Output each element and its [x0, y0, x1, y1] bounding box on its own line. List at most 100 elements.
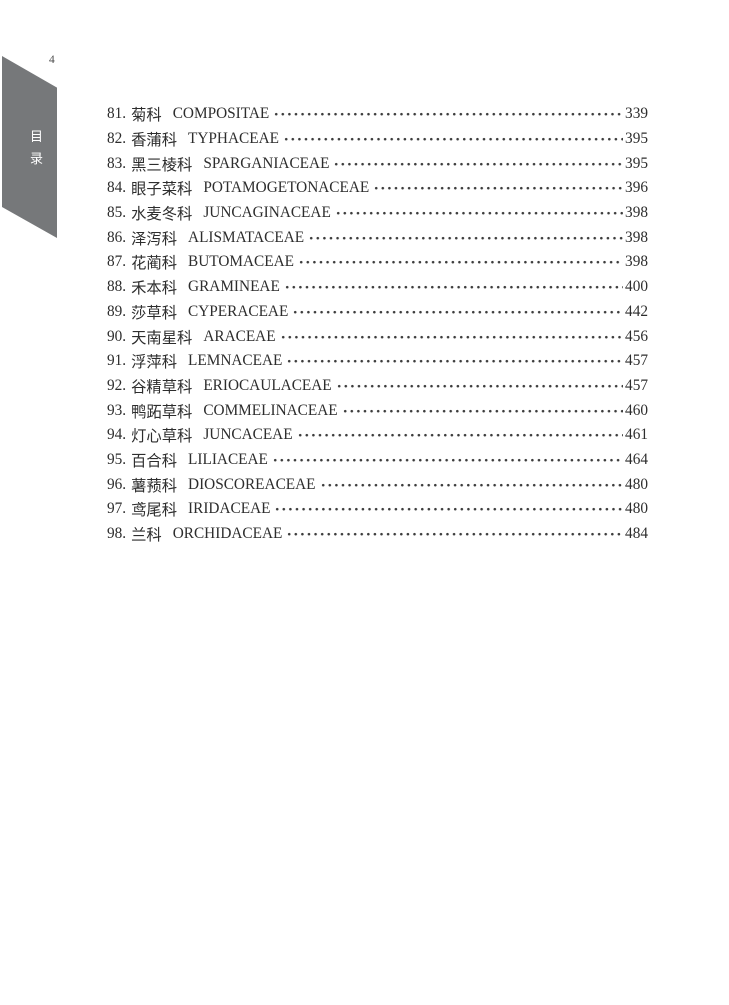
toc-entry: 83. 黑三棱科 SPARGANIACEAE 395: [107, 151, 648, 176]
entry-page-number: 395: [625, 130, 648, 148]
entry-page-number: 395: [625, 154, 648, 172]
dot-leader: [298, 260, 624, 266]
entry-page-number: 480: [625, 500, 648, 518]
entry-number: 81.: [107, 105, 127, 123]
entry-name-chinese: 菊科: [131, 107, 162, 125]
entry-name-latin: COMMELINACEAE: [203, 401, 338, 419]
toc-entry: 87. 花蔺科 BUTOMACEAE 398: [107, 250, 648, 275]
entry-name-latin: GRAMINEAE: [188, 278, 280, 296]
entry-number: 96.: [107, 475, 127, 493]
dot-leader: [293, 309, 624, 315]
dot-leader: [284, 285, 624, 291]
dot-leader: [342, 408, 624, 414]
entry-page-number: 460: [625, 401, 648, 419]
dot-leader: [280, 334, 624, 340]
entry-page-number: 339: [625, 105, 648, 123]
entry-page-number: 484: [625, 525, 648, 543]
entry-name-latin: TYPHACEAE: [188, 130, 279, 148]
dot-leader: [320, 482, 624, 488]
entry-number: 91.: [107, 352, 127, 370]
toc-entry: 92. 谷精草科 ERIOCAULACEAE 457: [107, 374, 648, 399]
entry-name-latin: JUNCACEAE: [203, 426, 293, 444]
toc-list: 81. 菊科 COMPOSITAE 339 82. 香蒲科 TYPHACEAE …: [107, 102, 648, 546]
entry-page-number: 400: [625, 278, 648, 296]
entry-name-latin: SPARGANIACEAE: [203, 154, 330, 172]
entry-name-latin: CYPERACEAE: [188, 302, 289, 320]
entry-name-chinese: 禾本科: [131, 280, 178, 298]
entry-number: 97.: [107, 500, 127, 518]
toc-entry: 84. 眼子菜科 POTAMOGETONACEAE 396: [107, 176, 648, 201]
toc-entry: 85. 水麦冬科 JUNCAGINACEAE 398: [107, 201, 648, 226]
entry-name-chinese: 百合科: [131, 452, 178, 470]
entry-name-chinese: 兰科: [131, 527, 162, 545]
entry-name-chinese: 水麦冬科: [131, 206, 193, 224]
entry-number: 87.: [107, 253, 127, 271]
toc-entry: 86. 泽泻科 ALISMATACEAE 398: [107, 225, 648, 250]
toc-entry: 90. 天南星科 ARACEAE 456: [107, 324, 648, 349]
entry-name-latin: POTAMOGETONACEAE: [203, 179, 370, 197]
entry-name-chinese: 天南星科: [131, 329, 193, 347]
entry-name-latin: ORCHIDACEAE: [172, 525, 283, 543]
dot-leader: [283, 137, 624, 143]
entry-name-chinese: 谷精草科: [131, 378, 193, 396]
sidebar-tab-char-2: 录: [29, 150, 43, 166]
entry-page-number: 398: [625, 253, 648, 271]
entry-page-number: 396: [625, 179, 648, 197]
entry-page-number: 442: [625, 302, 648, 320]
toc-entry: 81. 菊科 COMPOSITAE 339: [107, 102, 648, 127]
entry-name-latin: ARACEAE: [203, 327, 276, 345]
entry-number: 93.: [107, 401, 127, 419]
entry-name-latin: DIOSCOREACEAE: [188, 475, 316, 493]
entry-name-latin: JUNCAGINACEAE: [203, 204, 331, 222]
entry-name-latin: ERIOCAULACEAE: [203, 376, 332, 394]
entry-name-latin: LEMNACEAE: [188, 352, 283, 370]
entry-name-latin: BUTOMACEAE: [188, 253, 294, 271]
entry-number: 98.: [107, 525, 127, 543]
dot-leader: [374, 186, 624, 192]
entry-number: 94.: [107, 426, 127, 444]
sidebar-tab-char-1: 目: [29, 128, 43, 144]
entry-name-latin: COMPOSITAE: [172, 105, 270, 123]
entry-name-chinese: 黑三棱科: [131, 156, 193, 174]
toc-entry: 95. 百合科 LILIACEAE 464: [107, 448, 648, 473]
entry-name-chinese: 鸭跖草科: [131, 403, 193, 421]
entry-name-latin: IRIDACEAE: [188, 500, 271, 518]
entry-name-latin: ALISMATACEAE: [188, 228, 305, 246]
entry-number: 86.: [107, 228, 127, 246]
entry-number: 88.: [107, 278, 127, 296]
entry-name-chinese: 浮萍科: [131, 354, 178, 372]
entry-name-chinese: 鸢尾科: [131, 502, 178, 520]
entry-page-number: 398: [625, 204, 648, 222]
entry-name-chinese: 泽泻科: [131, 230, 178, 248]
entry-name-chinese: 莎草科: [131, 304, 178, 322]
dot-leader: [309, 235, 624, 241]
page-number: 4: [49, 54, 56, 66]
dot-leader: [274, 112, 624, 118]
toc-entry: 93. 鸭跖草科 COMMELINACEAE 460: [107, 398, 648, 423]
entry-page-number: 456: [625, 327, 648, 345]
dot-leader: [336, 383, 624, 389]
entry-page-number: 398: [625, 228, 648, 246]
entry-name-latin: LILIACEAE: [188, 450, 268, 468]
entry-name-chinese: 眼子菜科: [131, 181, 193, 199]
dot-leader: [297, 433, 624, 439]
entry-number: 95.: [107, 450, 127, 468]
entry-number: 82.: [107, 130, 127, 148]
entry-name-chinese: 灯心草科: [131, 428, 193, 446]
dot-leader: [272, 457, 624, 463]
entry-page-number: 457: [625, 352, 648, 370]
toc-entry: 91. 浮萍科 LEMNACEAE 457: [107, 349, 648, 374]
toc-sidebar-tab: 目 录: [2, 56, 57, 238]
toc-entry: 89. 莎草科 CYPERACEAE 442: [107, 300, 648, 325]
entry-name-chinese: 薯蓣科: [131, 477, 178, 495]
toc-entry: 94. 灯心草科 JUNCACEAE 461: [107, 423, 648, 448]
entry-number: 92.: [107, 376, 127, 394]
dot-leader: [287, 359, 624, 365]
toc-entry: 88. 禾本科 GRAMINEAE 400: [107, 275, 648, 300]
entry-name-chinese: 花蔺科: [131, 255, 178, 273]
toc-entry: 98. 兰科 ORCHIDACEAE 484: [107, 522, 648, 547]
entry-number: 89.: [107, 302, 127, 320]
entry-number: 90.: [107, 327, 127, 345]
entry-number: 85.: [107, 204, 127, 222]
